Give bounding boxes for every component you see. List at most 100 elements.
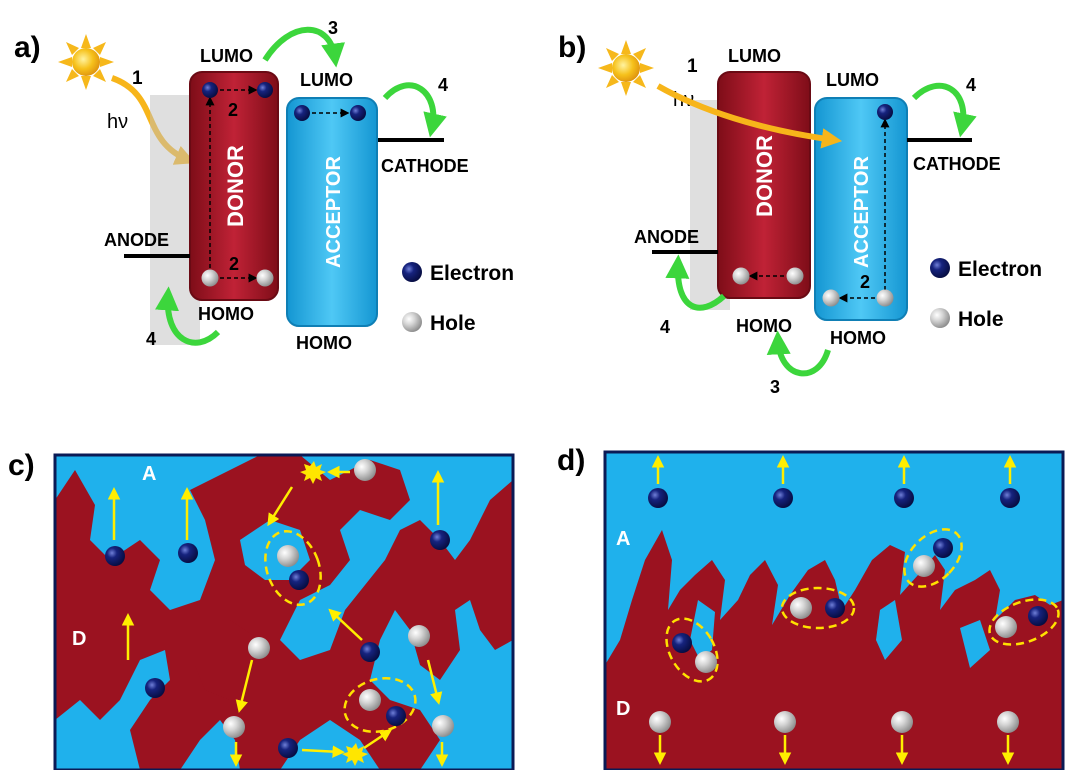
step-label: 4	[146, 329, 156, 349]
hole-icon	[930, 308, 950, 328]
hole-icon	[277, 545, 299, 567]
step-label: 2	[229, 254, 239, 274]
lumo-label: LUMO	[826, 70, 879, 90]
homo-label: HOMO	[736, 316, 792, 336]
electron-icon	[773, 488, 793, 508]
step-label: 1	[132, 68, 143, 89]
homo-label: HOMO	[296, 333, 352, 353]
electron-icon	[672, 633, 692, 653]
electron-icon	[1000, 488, 1020, 508]
electron-icon	[648, 488, 668, 508]
anode-label: ANODE	[104, 230, 169, 250]
panel-letter: d)	[557, 444, 585, 477]
donor-region-label: D	[72, 628, 86, 650]
transport-arrow	[363, 729, 393, 750]
panel-letter: b)	[558, 31, 586, 64]
legend-electron: Electron	[958, 258, 1042, 281]
donor-block	[189, 71, 279, 301]
sun-icon	[598, 40, 654, 96]
hole-icon	[891, 711, 913, 733]
charge-transfer-arrow	[766, 330, 831, 377]
recombination-icon	[300, 461, 326, 484]
panel-a: a) 1 hν DONOR ACCEPTOR LUMO LUMO HOMO HO…	[14, 18, 514, 353]
hole-icon	[774, 711, 796, 733]
hole-icon	[786, 267, 804, 285]
electron-icon	[360, 642, 380, 662]
panel-frame	[603, 450, 1065, 770]
transport-arrow	[301, 745, 345, 758]
hole-icon	[790, 597, 812, 619]
hole-icon	[997, 711, 1019, 733]
electron-icon	[402, 262, 422, 282]
donor-phase	[190, 620, 260, 700]
electron-icon	[877, 104, 893, 120]
donor-block	[717, 71, 811, 299]
exciton-ellipse	[903, 528, 963, 588]
legend-hole: Hole	[430, 312, 476, 335]
carriers-d	[648, 488, 1048, 733]
homo-label: HOMO	[198, 304, 254, 324]
electron-icon	[350, 105, 366, 121]
panel-frame	[53, 453, 515, 770]
photon-arrow	[656, 83, 843, 149]
acceptor-region-label: A	[616, 528, 630, 550]
collection-arrow	[665, 254, 727, 311]
electron-icon	[825, 598, 845, 618]
legend-hole: Hole	[958, 308, 1004, 331]
transport-arrow	[267, 486, 294, 527]
step-label: 2	[860, 272, 870, 292]
electron-icon	[894, 488, 914, 508]
collection-arrow	[155, 286, 221, 346]
donor-label: DONOR	[223, 145, 248, 227]
acceptor-block	[286, 97, 378, 327]
electron-icon	[105, 546, 125, 566]
hole-icon	[695, 651, 717, 673]
exciton-ellipse	[665, 617, 719, 683]
hole-icon	[256, 269, 274, 287]
panel-c: c) A D	[8, 449, 515, 770]
recombination-icon	[342, 743, 368, 766]
electron-icon	[294, 105, 310, 121]
electron-icon	[257, 82, 273, 98]
hole-icon	[402, 312, 422, 332]
transport-arrow	[328, 608, 363, 641]
acceptor-block	[814, 97, 908, 321]
hole-icon	[995, 616, 1017, 638]
cathode-label: CATHODE	[381, 156, 469, 176]
panel-b: b) 1 hν DONOR ACCEPTOR LUMO LUMO HOMO HO…	[558, 31, 1042, 397]
step-label: 4	[438, 75, 448, 95]
acceptor-label: ACCEPTOR	[851, 156, 873, 268]
donor-phase	[605, 530, 1063, 770]
exciton-ellipse	[780, 586, 856, 630]
acceptor-label: ACCEPTOR	[323, 156, 345, 268]
electron-icon	[933, 538, 953, 558]
transport-arrow	[235, 659, 254, 713]
step-label: 3	[770, 377, 780, 397]
step-label: 2	[228, 100, 238, 120]
hole-icon	[649, 711, 671, 733]
collection-arrow	[911, 82, 977, 138]
sun-icon	[58, 34, 114, 90]
hole-icon	[359, 689, 381, 711]
acceptor-phase	[690, 600, 715, 660]
acceptor-phase	[960, 620, 990, 668]
donor-region-label: D	[616, 698, 630, 720]
transport-arrow	[426, 659, 443, 705]
homo-label: HOMO	[830, 328, 886, 348]
donor-label: DONOR	[752, 135, 777, 217]
hole-icon	[432, 715, 454, 737]
hole-icon	[822, 289, 840, 307]
electron-icon	[430, 530, 450, 550]
hole-icon	[223, 716, 245, 738]
step-label: 1	[687, 56, 698, 77]
electron-icon	[1028, 606, 1048, 626]
hole-icon	[732, 267, 750, 285]
electron-icon	[289, 570, 309, 590]
cathode-label: CATHODE	[913, 154, 1001, 174]
hole-icon	[913, 555, 935, 577]
hole-icon	[408, 625, 430, 647]
acceptor-phase	[876, 600, 902, 660]
hole-icon	[201, 269, 219, 287]
exciton-ellipse	[988, 598, 1060, 646]
